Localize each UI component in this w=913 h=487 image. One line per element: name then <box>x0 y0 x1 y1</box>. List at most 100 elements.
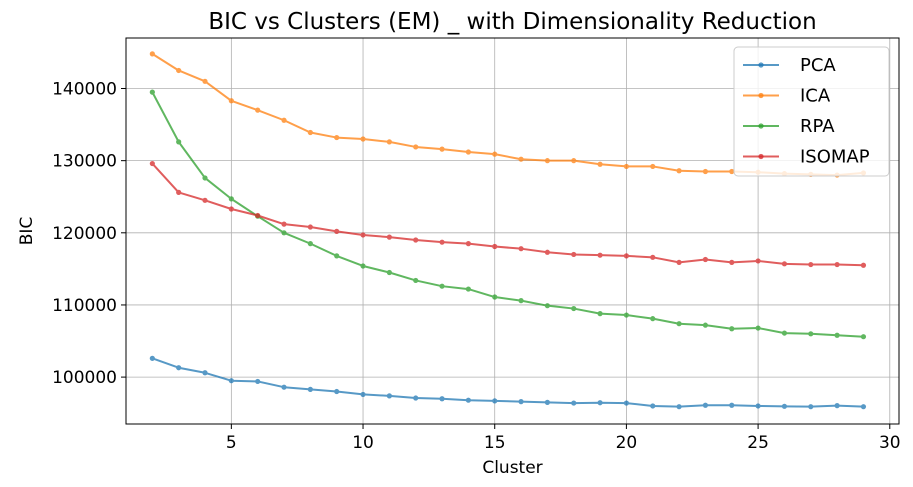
data-point-ica <box>176 67 182 74</box>
legend-swatch-marker <box>758 92 764 99</box>
data-point-pca <box>781 403 788 409</box>
data-point-ica <box>623 163 630 170</box>
data-point-isomap <box>307 224 313 230</box>
legend-label: PCA <box>800 55 836 76</box>
data-point-pca <box>623 400 630 406</box>
x-tick-label: 25 <box>747 433 769 453</box>
data-point-pca <box>834 403 840 409</box>
data-point-ica <box>228 98 234 104</box>
data-point-isomap <box>702 256 709 263</box>
data-point-ica <box>597 161 603 167</box>
data-point-pca <box>702 402 709 408</box>
data-point-isomap <box>834 261 840 268</box>
data-point-isomap <box>650 254 656 260</box>
legend-item-isomap: ISOMAP <box>743 147 870 168</box>
data-point-isomap <box>729 259 735 265</box>
series-pca <box>149 355 867 410</box>
data-point-ica <box>518 156 524 162</box>
data-point-ica <box>544 158 550 164</box>
data-point-rpa <box>650 316 656 322</box>
data-point-rpa <box>755 325 761 331</box>
legend-swatch-marker <box>758 62 764 68</box>
data-point-pca <box>149 355 155 361</box>
data-point-rpa <box>228 196 234 202</box>
legend: PCA ICA RPA ISOMAP <box>733 46 890 177</box>
y-tick-label: 110000 <box>52 296 117 316</box>
data-point-rpa <box>360 263 366 269</box>
data-point-pca <box>808 404 814 410</box>
data-point-ica <box>149 51 155 57</box>
data-point-pca <box>386 393 392 399</box>
data-point-pca <box>755 403 761 409</box>
data-point-rpa <box>729 326 735 332</box>
data-point-rpa <box>544 303 550 309</box>
data-point-ica <box>676 168 682 174</box>
series-line-pca <box>152 357 864 408</box>
data-point-rpa <box>834 332 840 338</box>
data-point-pca <box>413 395 419 401</box>
chart-title: BIC vs Clusters (EM) _ with Dimensionali… <box>208 9 816 35</box>
data-point-rpa <box>492 294 498 300</box>
data-point-isomap <box>281 221 287 227</box>
series-line-rpa <box>151 91 864 338</box>
data-point-ica <box>702 168 709 175</box>
data-point-pca <box>650 403 656 409</box>
data-point-pca <box>860 404 867 410</box>
data-point-pca <box>439 396 445 402</box>
data-point-ica <box>360 136 366 142</box>
data-point-pca <box>597 400 603 406</box>
plot-frame <box>125 37 900 425</box>
data-point-pca <box>202 370 208 376</box>
legend-swatch-marker <box>758 153 764 160</box>
data-point-pca <box>729 402 735 408</box>
series-line-isomap <box>151 162 864 267</box>
y-tick-label: 120000 <box>52 224 117 244</box>
data-point-rpa <box>623 312 630 318</box>
data-point-pca <box>518 399 524 405</box>
legend-label: ISOMAP <box>800 147 870 168</box>
x-axis-ticks: 5 10 15 20 25 30 <box>226 424 901 453</box>
data-point-isomap <box>255 212 261 219</box>
data-point-rpa <box>439 283 445 289</box>
series-lines <box>149 51 867 410</box>
data-point-ica <box>571 158 577 164</box>
data-point-rpa <box>518 298 524 304</box>
data-point-rpa <box>860 334 867 340</box>
x-tick-label: 5 <box>226 433 237 453</box>
data-point-ica <box>492 151 498 157</box>
data-point-isomap <box>676 259 682 265</box>
data-point-isomap <box>597 252 603 258</box>
data-point-pca <box>281 384 287 390</box>
series-rpa <box>149 89 867 340</box>
data-point-rpa <box>597 311 603 317</box>
data-point-isomap <box>360 232 366 238</box>
y-tick-label: 140000 <box>52 80 117 100</box>
data-point-pca <box>176 365 182 371</box>
series-isomap <box>149 160 867 268</box>
data-point-pca <box>255 378 261 385</box>
x-tick-label: 30 <box>879 433 901 453</box>
data-point-isomap <box>228 206 234 212</box>
data-point-isomap <box>808 261 814 268</box>
data-point-isomap <box>176 189 182 195</box>
data-point-pca <box>334 388 340 395</box>
data-point-pca <box>465 397 471 403</box>
data-point-rpa <box>702 322 709 328</box>
data-point-ica <box>729 168 735 175</box>
data-point-pca <box>492 398 498 404</box>
y-tick-label: 100000 <box>52 368 117 388</box>
data-point-rpa <box>808 331 814 337</box>
legend-item-pca: PCA <box>743 55 836 76</box>
data-point-isomap <box>781 261 788 267</box>
y-tick-label: 130000 <box>52 152 117 172</box>
data-point-isomap <box>439 239 445 245</box>
data-point-rpa <box>571 305 577 312</box>
data-point-ica <box>439 146 445 152</box>
data-point-ica <box>413 144 419 150</box>
data-point-rpa <box>334 253 340 259</box>
legend-label: ICA <box>800 86 831 107</box>
data-point-isomap <box>334 228 340 234</box>
data-point-pca <box>360 391 366 398</box>
legend-item-ica: ICA <box>743 86 831 107</box>
